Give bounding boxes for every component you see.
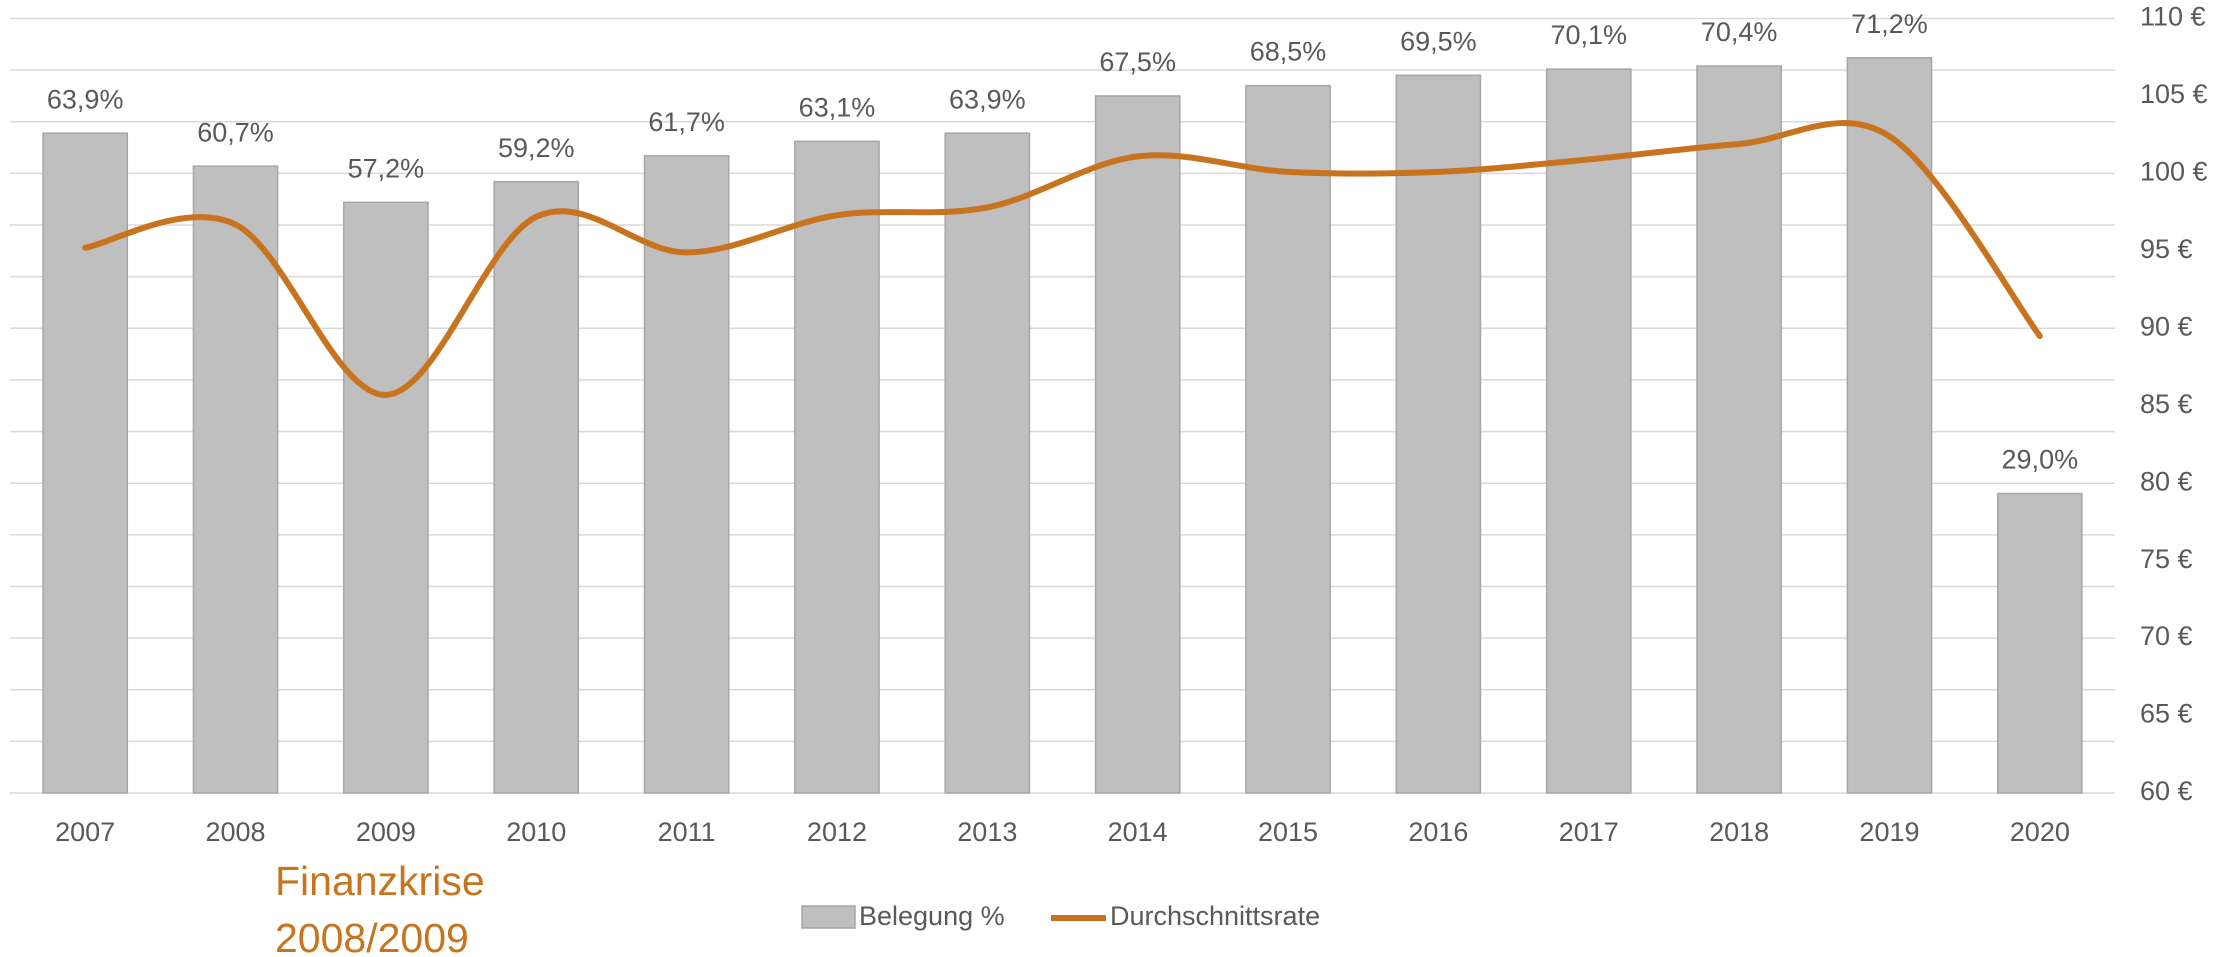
y2-tick-label: 65 € (2140, 699, 2193, 729)
y2-tick-label: 105 € (2140, 79, 2208, 109)
data-label: 57,2% (348, 153, 425, 183)
y2-tick-label: 110 € (2140, 2, 2206, 32)
data-label: 68,5% (1250, 37, 1327, 67)
y2-tick-label: 85 € (2140, 389, 2193, 419)
y2-tick-label: 80 € (2140, 466, 2193, 496)
bar (192, 165, 279, 794)
bar (1696, 65, 1782, 794)
annotation: 2008/2009 (275, 915, 469, 957)
bar (42, 132, 129, 794)
bar (944, 132, 1031, 794)
x-tick-label: 2015 (1258, 817, 1318, 847)
data-label: 61,7% (648, 107, 725, 137)
y2-tick-label: 70 € (2140, 621, 2193, 651)
data-label: 63,9% (47, 84, 124, 114)
data-label: 69,5% (1400, 26, 1477, 56)
data-label: 63,1% (799, 93, 876, 123)
x-tick-label: 2012 (807, 817, 867, 847)
line (82, 120, 2043, 398)
bar (794, 140, 880, 794)
data-label: 70,1% (1550, 20, 1627, 50)
bar (1545, 68, 1632, 794)
data-label: 63,9% (949, 84, 1026, 114)
bar (1996, 492, 2083, 794)
x-tick-label: 2016 (1408, 817, 1468, 847)
data-label: 70,4% (1701, 17, 1778, 47)
data-label: 59,2% (498, 133, 575, 163)
bar (1846, 56, 1933, 794)
y2-tick-label: 95 € (2140, 234, 2193, 264)
bar (493, 180, 580, 794)
x-tick-label: 2011 (658, 817, 716, 847)
x-tick-label: 2009 (356, 817, 416, 847)
x-tick-label: 2008 (205, 817, 265, 847)
data-label: 60,7% (197, 117, 274, 147)
annotation: Finanzkrise (275, 858, 485, 904)
x-tick-label: 2013 (957, 817, 1017, 847)
legend-label: Durchschnittsrate (1110, 901, 1320, 931)
x-tick-label: 2020 (2010, 817, 2070, 847)
y2-tick-label: 75 € (2140, 544, 2193, 574)
legend-label: Belegung % (859, 901, 1005, 931)
data-label: 67,5% (1099, 47, 1176, 77)
data-label: 29,0% (2002, 445, 2079, 475)
bar (1395, 74, 1482, 794)
y2-tick-label: 90 € (2140, 311, 2193, 341)
x-tick-label: 2014 (1108, 817, 1168, 847)
y2-tick-label: 60 € (2140, 776, 2193, 806)
y2-tick-label: 100 € (2140, 157, 2208, 187)
x-tick-label: 2019 (1859, 817, 1919, 847)
bar (1245, 84, 1331, 794)
legend-swatch (801, 905, 856, 929)
data-label: 71,2% (1851, 9, 1928, 39)
x-tick-label: 2010 (506, 817, 566, 847)
bar (643, 155, 730, 794)
x-tick-label: 2007 (55, 817, 115, 847)
x-tick-label: 2018 (1709, 817, 1769, 847)
bar (1094, 95, 1181, 794)
x-tick-label: 2017 (1559, 817, 1619, 847)
bar (343, 201, 429, 794)
